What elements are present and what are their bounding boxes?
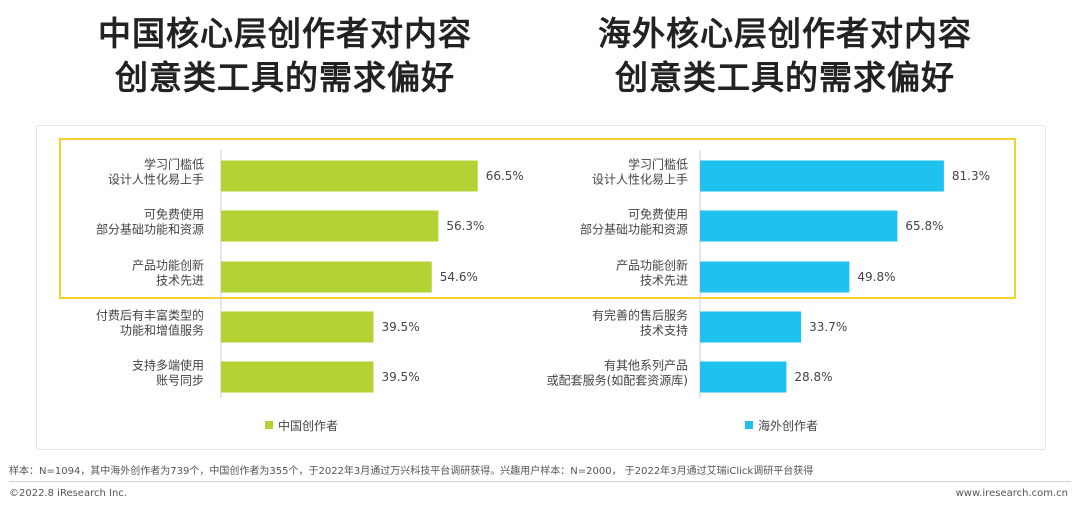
legend-swatch xyxy=(265,421,273,429)
category-label-line: 学习门槛低 xyxy=(628,157,688,172)
footer-divider xyxy=(9,481,1071,482)
data-label: 65.8% xyxy=(905,219,943,233)
title-line-1: 海外核心层创作者对内容 xyxy=(598,14,972,53)
chart-1: 81.3% 学习门槛低设计人性化易上手 65.8% 可免费使用部分基础功能和资源 49.… xyxy=(547,150,990,433)
legend-label: 海外创作者 xyxy=(758,418,818,433)
data-label: 54.6% xyxy=(440,270,478,284)
category-label: 产品功能创新技术先进 xyxy=(616,258,688,288)
data-label: 39.5% xyxy=(381,320,419,334)
chart-title-overseas: 海外核心层创作者对内容 创意类工具的需求偏好 xyxy=(555,12,1015,100)
category-label-line: 部分基础功能和资源 xyxy=(580,222,688,237)
category-label-line: 技术先进 xyxy=(640,274,688,288)
copyright: ©2022.8 iResearch Inc. xyxy=(9,488,127,499)
title-line-1: 中国核心层创作者对内容 xyxy=(98,14,472,53)
data-label: 81.3% xyxy=(952,169,990,183)
category-label: 支持多端使用账号同步 xyxy=(132,358,204,388)
top3-highlight-box xyxy=(59,138,1016,299)
category-label: 付费后有丰富类型的功能和增值服务 xyxy=(96,308,204,338)
data-label: 56.3% xyxy=(446,219,484,233)
category-label-line: 可免费使用 xyxy=(628,207,688,222)
data-label: 49.8% xyxy=(857,270,895,284)
bar xyxy=(700,361,787,393)
data-label: 66.5% xyxy=(486,169,524,183)
category-label: 有完善的售后服务技术支持 xyxy=(592,308,688,338)
website-url: www.iresearch.com.cn xyxy=(955,488,1068,499)
bar xyxy=(221,261,432,293)
category-label-line: 技术支持 xyxy=(640,323,688,338)
legend-swatch xyxy=(745,421,753,429)
category-label-line: 或配套服务(如配套资源库) xyxy=(547,373,688,388)
chart-title-china: 中国核心层创作者对内容 创意类工具的需求偏好 xyxy=(55,12,515,100)
category-label: 有其他系列产品或配套服务(如配套资源库) xyxy=(547,359,688,388)
category-label-line: 设计人性化易上手 xyxy=(592,173,688,187)
category-label: 学习门槛低设计人性化易上手 xyxy=(592,157,688,187)
bar xyxy=(221,160,478,192)
category-label-line: 有其他系列产品 xyxy=(604,359,688,373)
bar xyxy=(700,311,802,343)
category-label-line: 有完善的售后服务 xyxy=(592,308,688,323)
legend-label: 中国创作者 xyxy=(278,418,338,433)
category-label-line: 产品功能创新 xyxy=(132,258,204,273)
category-label-line: 设计人性化易上手 xyxy=(108,173,204,187)
category-label-line: 付费后有丰富类型的 xyxy=(96,308,204,323)
category-label-line: 支持多端使用 xyxy=(132,358,204,373)
data-label: 28.8% xyxy=(794,370,832,384)
chart-0: 66.5% 学习门槛低设计人性化易上手 56.3% 可免费使用部分基础功能和资源 54.… xyxy=(96,150,524,433)
category-label-line: 功能和增值服务 xyxy=(120,323,204,338)
bar xyxy=(221,311,374,343)
bar xyxy=(700,261,850,293)
category-label: 可免费使用部分基础功能和资源 xyxy=(96,207,204,237)
bar xyxy=(221,210,439,242)
title-line-2: 创意类工具的需求偏好 xyxy=(115,58,455,97)
category-label-line: 部分基础功能和资源 xyxy=(96,222,204,237)
bar xyxy=(700,160,944,192)
title-line-2: 创意类工具的需求偏好 xyxy=(615,58,955,97)
data-label: 39.5% xyxy=(381,370,419,384)
category-label: 产品功能创新技术先进 xyxy=(132,258,204,288)
category-label-line: 可免费使用 xyxy=(144,207,204,222)
category-label-line: 学习门槛低 xyxy=(144,157,204,172)
category-label-line: 产品功能创新 xyxy=(616,258,688,273)
category-label-line: 技术先进 xyxy=(156,274,204,288)
category-label: 可免费使用部分基础功能和资源 xyxy=(580,207,688,237)
data-label: 33.7% xyxy=(809,320,847,334)
category-label-line: 账号同步 xyxy=(156,374,204,388)
bar xyxy=(700,210,898,242)
category-label: 学习门槛低设计人性化易上手 xyxy=(108,157,204,187)
sample-footnote: 样本：N=1094，其中海外创作者为739个，中国创作者为355个，于2022年… xyxy=(9,466,814,477)
bar xyxy=(221,361,374,393)
